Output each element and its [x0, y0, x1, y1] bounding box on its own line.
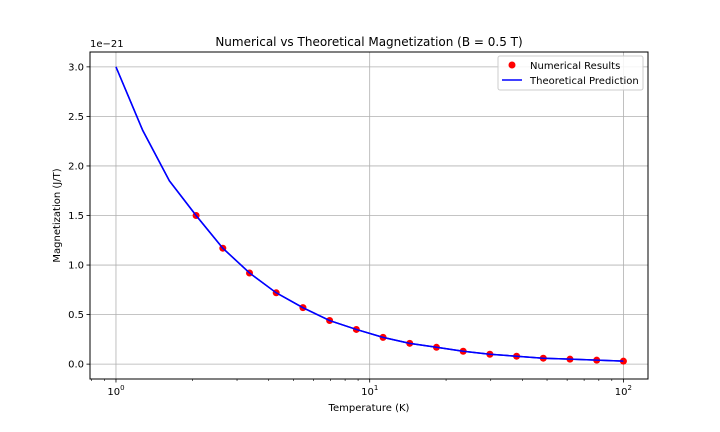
- x-tick-label: 101: [361, 384, 378, 398]
- legend-label-theoretical: Theoretical Prediction: [529, 76, 639, 87]
- legend-box: [497, 55, 644, 91]
- series-line-theoretical-overlay: [115, 66, 624, 362]
- y-axis-label: Magnetization (J/T): [52, 168, 63, 262]
- data-point-numerical: [619, 357, 627, 365]
- x-tick-label: 102: [615, 384, 632, 398]
- y-tick-label: 0.0: [68, 360, 84, 371]
- plot-area: [115, 66, 627, 365]
- ticks: 0.0 0.5 1.0 1.5 2.0 2.5 3.0 100 101 102: [68, 62, 632, 398]
- y-tick-label: 3.0: [68, 62, 84, 73]
- chart-title: Numerical vs Theoretical Magnetization (…: [215, 35, 522, 49]
- legend: Numerical Results Theoretical Prediction: [497, 55, 644, 91]
- y-tick-label: 0.5: [68, 310, 84, 321]
- y-tick-label: 1.0: [68, 261, 84, 272]
- legend-label-numerical: Numerical Results: [530, 61, 620, 72]
- y-tick-label: 1.5: [68, 211, 84, 222]
- x-axis-label: Temperature (K): [328, 403, 410, 414]
- x-tick-label: 100: [107, 384, 124, 398]
- y-tick-label: 2.5: [68, 112, 84, 123]
- y-tick-label: 2.0: [68, 161, 84, 172]
- y-offset-label: 1e−21: [90, 39, 124, 50]
- legend-marker-numerical: [508, 61, 516, 69]
